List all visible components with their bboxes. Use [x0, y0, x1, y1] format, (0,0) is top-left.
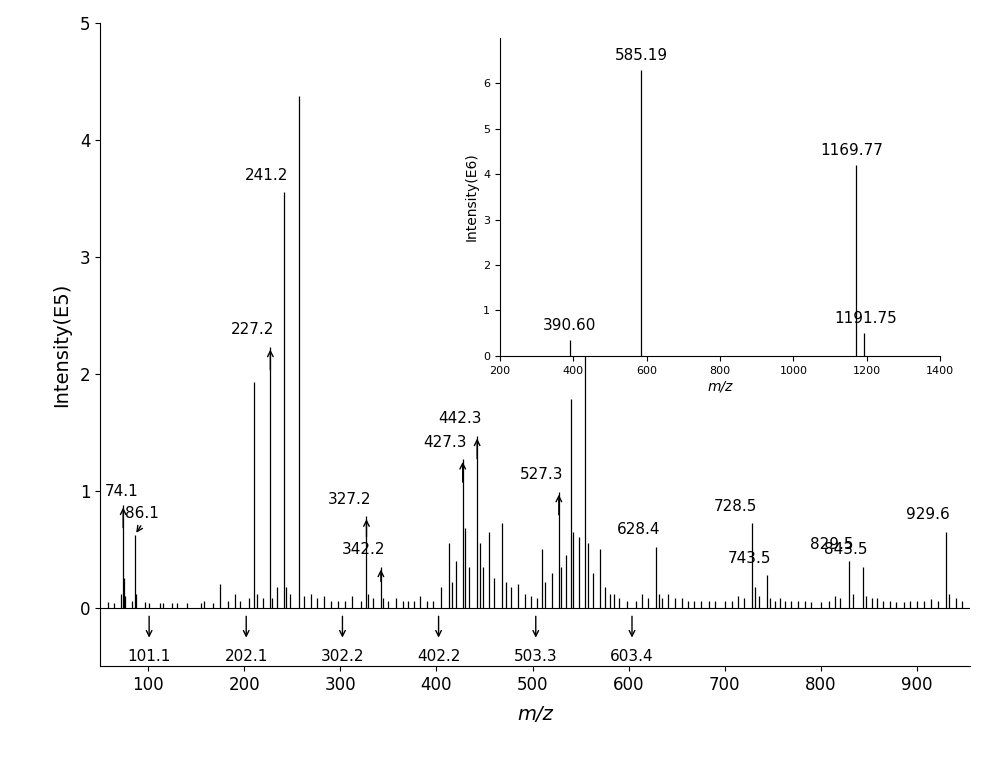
Text: 603.4: 603.4 [610, 649, 654, 664]
Text: 327.2: 327.2 [327, 492, 371, 507]
Text: 427.3: 427.3 [424, 435, 467, 450]
Text: 1169.77: 1169.77 [820, 143, 883, 158]
Text: 829.5: 829.5 [810, 537, 854, 552]
Y-axis label: Intensity(E6): Intensity(E6) [465, 152, 479, 241]
Text: 585.19: 585.19 [615, 48, 668, 63]
Y-axis label: Intensity(E5): Intensity(E5) [52, 282, 71, 407]
Text: 442.3: 442.3 [438, 411, 482, 426]
Text: 743.5: 743.5 [728, 550, 771, 565]
Text: 74.1: 74.1 [104, 484, 138, 499]
Text: 929.6: 929.6 [906, 507, 950, 522]
Text: 628.4: 628.4 [617, 522, 660, 537]
Text: 1191.75: 1191.75 [834, 311, 897, 326]
Text: 202.1: 202.1 [225, 649, 268, 664]
Text: 342.2: 342.2 [342, 542, 385, 557]
Text: 527.3: 527.3 [520, 468, 563, 482]
Text: 241.2: 241.2 [245, 168, 288, 183]
Text: 101.1: 101.1 [127, 649, 171, 664]
Text: 728.5: 728.5 [713, 499, 757, 514]
X-axis label: m/z: m/z [517, 705, 553, 724]
Text: 227.2: 227.2 [231, 322, 275, 338]
Text: 390.60: 390.60 [543, 318, 597, 333]
Text: 86.1: 86.1 [125, 506, 159, 521]
Text: 402.2: 402.2 [417, 649, 460, 664]
Text: 302.2: 302.2 [321, 649, 364, 664]
Text: 503.3: 503.3 [514, 649, 558, 664]
Text: 843.5: 843.5 [824, 542, 867, 557]
X-axis label: m/z: m/z [707, 380, 733, 394]
